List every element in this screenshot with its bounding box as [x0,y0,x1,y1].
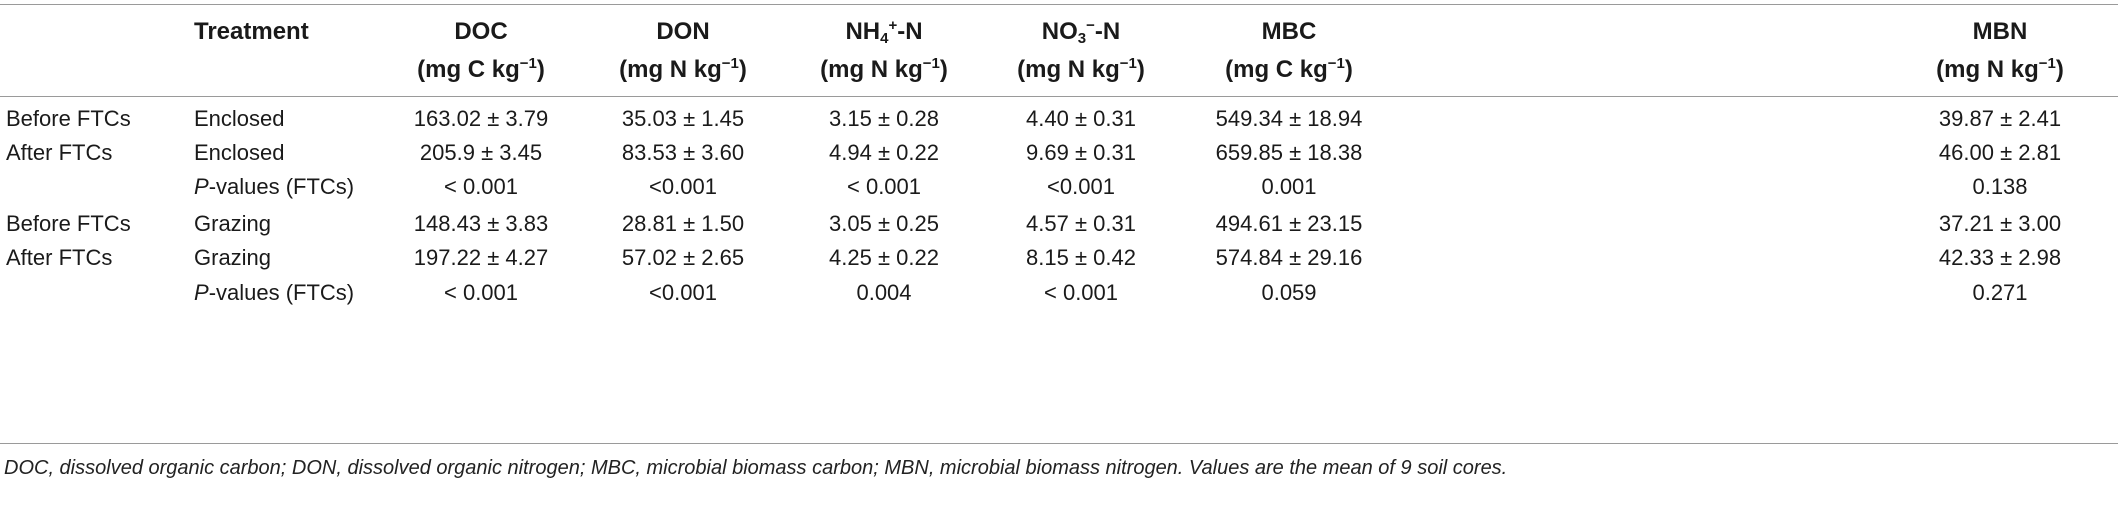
cell-don: 83.53 ± 3.60 [621,140,745,165]
cell-no3: 4.57 ± 0.31 [1026,211,1136,236]
cell-mbn: 37.21 ± 3.00 [1938,211,2062,236]
cell-mbn: 0.271 [1972,280,2028,305]
cell-doc: 148.43 ± 3.83 [413,211,549,236]
cell-no3: 4.40 ± 0.31 [1026,106,1136,131]
cell-no3: 9.69 ± 0.31 [1026,140,1136,165]
cell-mbc: 0.059 [1261,280,1317,305]
header-nh4: NH4+-N (mg N kg−1) [820,17,948,83]
table-footnote: DOC, dissolved organic carbon; DON, diss… [4,457,1508,479]
cell-doc: 197.22 ± 4.27 [413,245,549,270]
cell-treatment: Grazing [194,211,272,236]
cell-treatment: Grazing [194,245,272,270]
cell-treatment: Enclosed [194,140,285,165]
cell-doc: 205.9 ± 3.45 [419,140,543,165]
cell-treatment: Enclosed [194,106,285,131]
table-bottom-rule [0,443,2118,444]
cell-doc: < 0.001 [443,174,519,199]
cell-don: <0.001 [649,174,717,199]
cell-don: <0.001 [649,280,717,305]
cell-mbn: 46.00 ± 2.81 [1938,140,2062,165]
header-doc: DOC (mg C kg−1) [417,18,545,83]
cell-mbc: 494.61 ± 23.15 [1215,211,1363,236]
cell-don: 57.02 ± 2.65 [621,245,745,270]
cell-mbc: 574.84 ± 29.16 [1215,245,1363,270]
cell-treatment-pvalues: P-values (FTCs) [194,280,355,305]
cell-treatment-pvalues: P-values (FTCs) [194,174,355,199]
header-rule [0,96,2118,97]
cell-doc: 163.02 ± 3.79 [413,106,549,131]
cell-period: After FTCs [6,140,113,165]
cell-don: 35.03 ± 1.45 [621,106,745,131]
cell-mbn: 0.138 [1972,174,2028,199]
cell-no3: 8.15 ± 0.42 [1026,245,1136,270]
cell-period: Before FTCs [6,211,131,236]
cell-mbc: 659.85 ± 18.38 [1215,140,1363,165]
cell-nh4: 3.15 ± 0.28 [829,106,939,131]
cell-nh4: 0.004 [856,280,912,305]
cell-don: 28.81 ± 1.50 [621,211,745,236]
header-don: DON (mg N kg−1) [619,18,747,83]
cell-doc: < 0.001 [443,280,519,305]
cell-period: Before FTCs [6,106,131,131]
cell-mbn: 39.87 ± 2.41 [1938,106,2062,131]
cell-mbc: 0.001 [1261,174,1317,199]
header-mbn: MBN (mg N kg−1) [1936,18,2064,83]
cell-nh4: 4.94 ± 0.22 [829,140,939,165]
cell-mbc: 549.34 ± 18.94 [1215,106,1363,131]
cell-period: After FTCs [6,245,113,270]
header-mbc: MBC (mg C kg−1) [1225,18,1353,83]
cell-nh4: 3.05 ± 0.25 [829,211,939,236]
header-treatment: Treatment [194,18,309,45]
cell-mbn: 42.33 ± 2.98 [1938,245,2062,270]
cell-nh4: < 0.001 [846,174,922,199]
header-no3: NO3−-N (mg N kg−1) [1017,17,1145,83]
cell-no3: < 0.001 [1043,280,1119,305]
cell-nh4: 4.25 ± 0.22 [829,245,939,270]
cell-no3: <0.001 [1047,174,1115,199]
table-top-rule [0,4,2118,5]
